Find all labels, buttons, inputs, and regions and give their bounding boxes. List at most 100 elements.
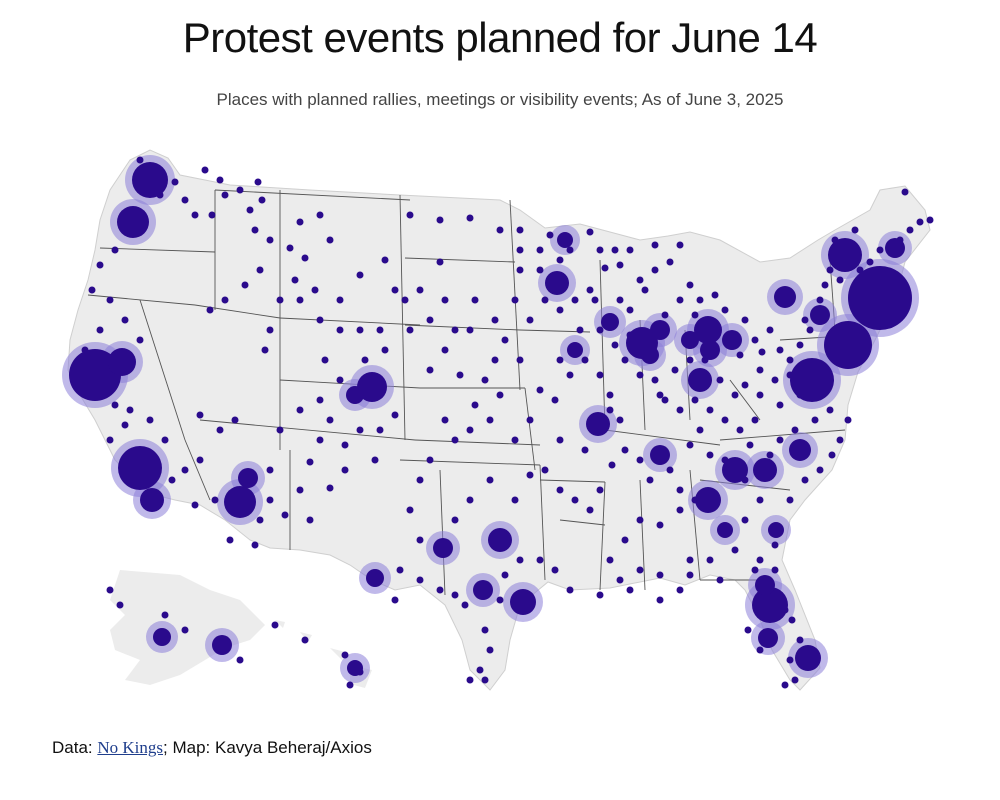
event-dot: [756, 646, 764, 654]
event-dot: [826, 266, 834, 274]
event-dot: [341, 651, 349, 659]
event-dot: [844, 416, 852, 424]
event-dot: [221, 296, 229, 304]
event-dot: [556, 356, 564, 364]
event-dot: [436, 586, 444, 594]
event-dot: [231, 416, 239, 424]
event-dot: [766, 326, 774, 334]
event-dot: [241, 281, 249, 289]
event-dot: [756, 366, 764, 374]
event-dot: [791, 426, 799, 434]
event-dot: [626, 586, 634, 594]
event-dot: [671, 366, 679, 374]
event-dot: [396, 566, 404, 574]
event-dot: [116, 601, 124, 609]
event-dot: [811, 416, 819, 424]
event-dot: [626, 246, 634, 254]
event-dot: [106, 586, 114, 594]
event-dot: [806, 326, 814, 334]
event-dot: [516, 266, 524, 274]
event-dot: [753, 458, 777, 482]
event-dot: [191, 501, 199, 509]
event-dot: [796, 636, 804, 644]
event-dot: [316, 316, 324, 324]
event-dot: [661, 396, 669, 404]
event-dot: [551, 566, 559, 574]
event-dot: [751, 336, 759, 344]
event-dot: [181, 466, 189, 474]
event-dot: [851, 226, 859, 234]
event-dot: [376, 426, 384, 434]
event-dot: [700, 340, 720, 360]
event-dot: [694, 316, 722, 344]
event-dot: [256, 266, 264, 274]
event-dot: [111, 401, 119, 409]
event-dot: [326, 484, 334, 492]
event-dot: [581, 446, 589, 454]
event-dot: [276, 296, 284, 304]
event-dot: [656, 391, 664, 399]
event-dot: [717, 522, 733, 538]
event-dot: [140, 488, 164, 512]
event-dot: [224, 486, 256, 518]
event-dot: [181, 626, 189, 634]
event-dot: [786, 656, 794, 664]
event-dot: [121, 421, 129, 429]
event-dot: [251, 226, 259, 234]
event-dot: [591, 296, 599, 304]
event-dot: [866, 258, 874, 266]
event-dot: [441, 346, 449, 354]
event-dot: [406, 506, 414, 514]
event-dot: [606, 391, 614, 399]
event-dot: [301, 636, 309, 644]
event-dot: [828, 238, 862, 272]
event-dot: [876, 246, 884, 254]
event-dot: [136, 336, 144, 344]
event-dot: [621, 536, 629, 544]
event-dot: [436, 216, 444, 224]
event-dot: [636, 276, 644, 284]
event-dot: [132, 162, 168, 198]
event-dot: [346, 681, 354, 689]
event-dot: [774, 286, 796, 308]
event-dot: [716, 576, 724, 584]
event-dot: [181, 196, 189, 204]
event-dot: [567, 342, 583, 358]
event-dot: [691, 311, 699, 319]
event-dot: [391, 596, 399, 604]
event-dot: [266, 326, 274, 334]
event-dot: [626, 331, 634, 339]
event-dot: [441, 296, 449, 304]
event-dot: [826, 406, 834, 414]
event-dot: [721, 416, 729, 424]
event-dot: [768, 522, 784, 538]
event-dot: [341, 466, 349, 474]
event-dot: [311, 286, 319, 294]
event-dot: [481, 676, 489, 684]
event-dot: [171, 178, 179, 186]
event-dot: [586, 286, 594, 294]
event-dot: [336, 376, 344, 384]
event-dot: [326, 236, 334, 244]
event-dot: [106, 296, 114, 304]
no-kings-link[interactable]: No Kings: [97, 738, 164, 757]
event-dot: [118, 446, 162, 490]
event-dot: [466, 426, 474, 434]
event-dot: [721, 306, 729, 314]
event-dot: [566, 586, 574, 594]
event-dot: [571, 296, 579, 304]
event-dot: [316, 436, 324, 444]
event-dot: [636, 371, 644, 379]
event-dot: [596, 371, 604, 379]
event-dot: [776, 436, 784, 444]
event-dot: [596, 591, 604, 599]
event-dot: [556, 486, 564, 494]
event-dot: [596, 326, 604, 334]
event-dot: [356, 426, 364, 434]
event-dot: [516, 226, 524, 234]
event-dot: [791, 676, 799, 684]
page-subtitle: Places with planned rallies, meetings or…: [216, 90, 784, 109]
page-title: Protest events planned for June 14: [182, 14, 818, 61]
event-dot: [451, 326, 459, 334]
event-dot: [336, 296, 344, 304]
